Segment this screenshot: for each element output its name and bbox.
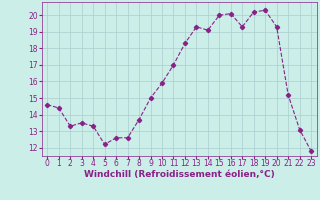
X-axis label: Windchill (Refroidissement éolien,°C): Windchill (Refroidissement éolien,°C): [84, 170, 275, 179]
